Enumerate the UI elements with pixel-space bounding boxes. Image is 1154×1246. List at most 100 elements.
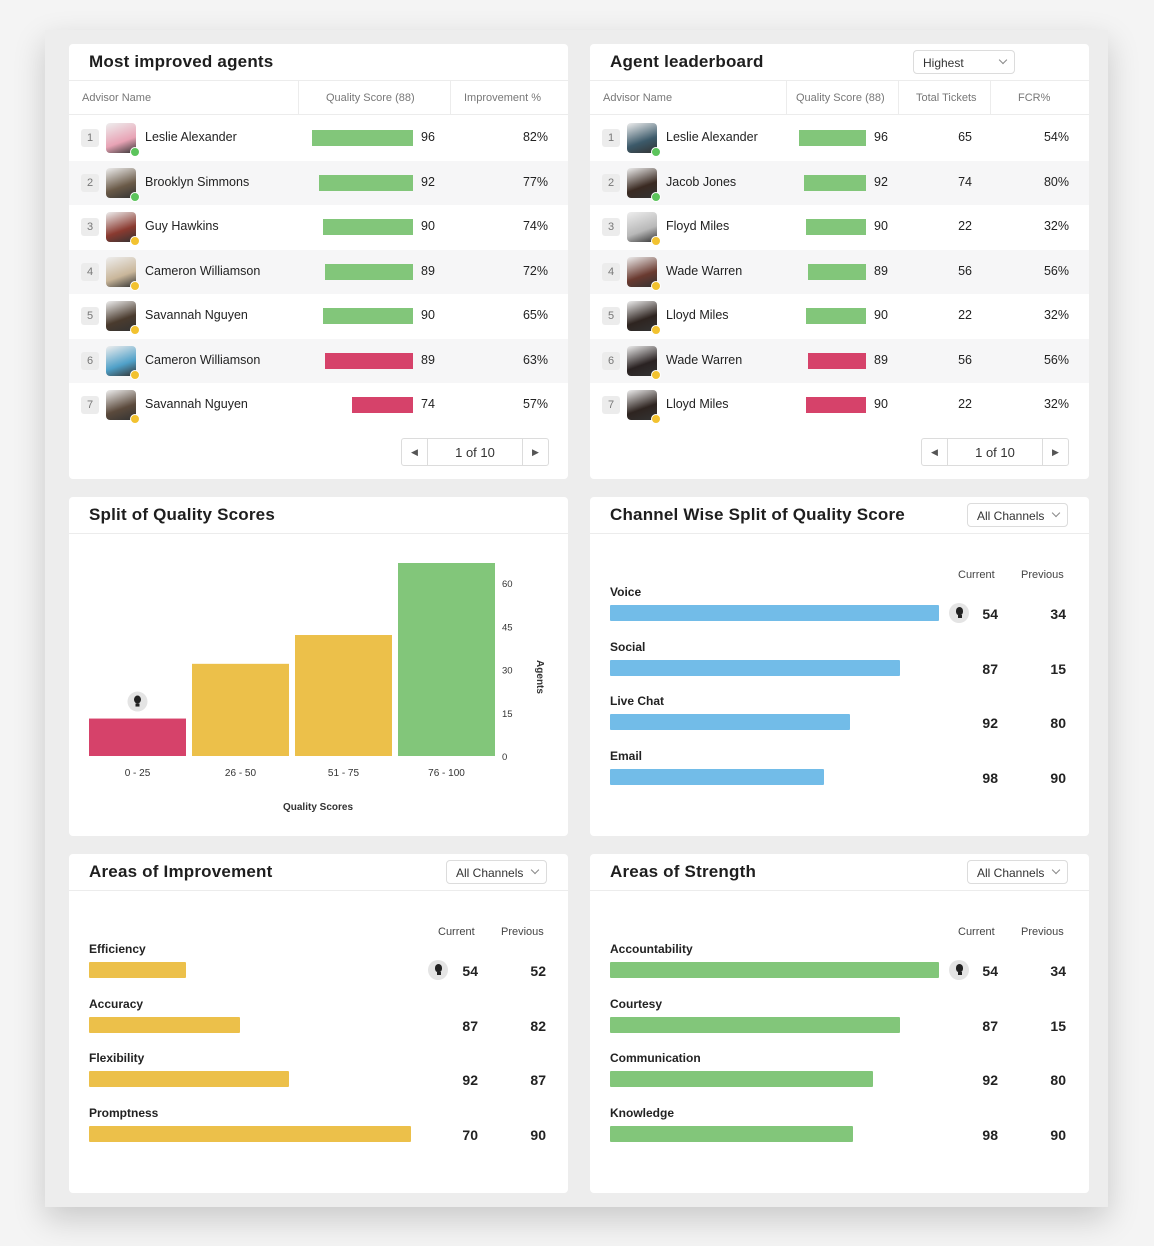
lightbulb-icon[interactable] xyxy=(428,960,448,980)
table-row[interactable]: 3 Floyd Miles 90 22 32% xyxy=(590,205,1089,249)
chart-bar[interactable] xyxy=(295,635,392,756)
current-value: 92 xyxy=(982,715,998,731)
agent-name[interactable]: Brooklyn Simmons xyxy=(145,174,250,189)
next-page-button[interactable]: ▶ xyxy=(522,439,548,465)
table-row[interactable]: 5 Lloyd Miles 90 22 32% xyxy=(590,294,1089,338)
metric-bar[interactable] xyxy=(89,1071,289,1087)
card-header: Channel Wise Split of Quality Score All … xyxy=(590,497,1089,534)
chevron-down-icon xyxy=(530,865,540,875)
prev-page-button[interactable]: ◀ xyxy=(922,439,948,465)
channel-filter-dropdown[interactable]: All Channels xyxy=(967,503,1068,527)
chart-bar[interactable] xyxy=(398,563,495,756)
column-header-name[interactable]: Advisor Name xyxy=(82,92,152,104)
improvement-value: 72% xyxy=(522,263,548,278)
agent-name[interactable]: Wade Warren xyxy=(666,352,743,367)
table-row[interactable]: 1 Leslie Alexander 96 65 54% xyxy=(590,116,1089,160)
x-tick-label: 51 - 75 xyxy=(328,768,360,779)
agent-name[interactable]: Cameron Williamson xyxy=(145,352,261,367)
table-row[interactable]: 7 Lloyd Miles 90 22 32% xyxy=(590,383,1089,427)
table-row[interactable]: 1 Leslie Alexander 96 82% xyxy=(69,116,568,160)
table-row[interactable]: 3 Guy Hawkins 90 74% xyxy=(69,205,568,249)
prev-page-button[interactable]: ◀ xyxy=(402,439,428,465)
column-header-improvement[interactable]: Improvement % xyxy=(464,92,542,104)
x-tick-label: 76 - 100 xyxy=(428,768,465,779)
y-tick-label: 0 xyxy=(502,752,507,763)
column-header-fcr[interactable]: FCR% xyxy=(1018,92,1051,104)
rank-badge: 4 xyxy=(81,262,99,281)
metric-bar[interactable] xyxy=(89,1016,240,1033)
table-row[interactable]: 4 Wade Warren 89 56 56% xyxy=(590,249,1089,294)
current-column-header: Current xyxy=(438,926,475,938)
metric-bar[interactable] xyxy=(610,659,900,676)
table-row[interactable]: 5 Savannah Nguyen 90 65% xyxy=(69,294,568,338)
table-row[interactable]: 7 Savannah Nguyen 74 57% xyxy=(69,383,568,427)
quality-score-value: 89 xyxy=(874,263,888,278)
agent-name[interactable]: Leslie Alexander xyxy=(145,130,237,144)
card-title: Split of Quality Scores xyxy=(89,505,275,524)
agent-name[interactable]: Leslie Alexander xyxy=(666,130,758,144)
table-row[interactable]: 2 Brooklyn Simmons 92 77% xyxy=(69,160,568,205)
quality-score-bar xyxy=(799,130,866,146)
card-title: Areas of Strength xyxy=(610,862,757,881)
improvement-value: 63% xyxy=(522,352,548,367)
y-tick-label: 60 xyxy=(502,579,513,590)
chart-bar[interactable] xyxy=(89,718,186,756)
metric-bar[interactable] xyxy=(89,962,186,978)
split-quality-scores-card: Split of Quality Scores 0 - 25 26 - 50 51 … xyxy=(69,497,568,836)
quality-score-value: 96 xyxy=(874,130,888,144)
previous-value: 90 xyxy=(1050,769,1066,786)
channel-filter-dropdown[interactable]: All Channels xyxy=(967,860,1068,884)
table-row[interactable]: 6 Wade Warren 89 56 56% xyxy=(590,338,1089,383)
agent-name[interactable]: Cameron Williamson xyxy=(145,263,261,278)
table-row[interactable]: 2 Jacob Jones 92 74 80% xyxy=(590,160,1089,205)
metric-bar[interactable] xyxy=(610,714,850,730)
metric-label: Social xyxy=(610,639,646,654)
quality-score-value: 92 xyxy=(874,174,888,189)
card-header: Agent leaderboard Highest xyxy=(590,44,1089,81)
metric-bar[interactable] xyxy=(610,768,824,785)
metric-bar[interactable] xyxy=(610,1125,853,1142)
metric-bar[interactable] xyxy=(610,962,939,978)
status-indicator xyxy=(130,191,140,202)
current-value: 54 xyxy=(982,606,998,622)
lightbulb-icon[interactable] xyxy=(949,960,969,980)
pagination: ◀ 1 of 10 ▶ xyxy=(921,438,1069,466)
lightbulb-icon[interactable] xyxy=(949,603,969,623)
areas-of-improvement-card: Areas of Improvement All Channels Curren… xyxy=(69,854,568,1193)
quality-score-bar xyxy=(804,174,866,191)
sort-dropdown-value: Highest xyxy=(923,56,964,70)
rank-badge: 7 xyxy=(602,396,620,414)
agent-name[interactable]: Guy Hawkins xyxy=(145,219,219,233)
agent-name[interactable]: Floyd Miles xyxy=(666,219,730,233)
agent-name[interactable]: Lloyd Miles xyxy=(666,397,729,411)
metric-bar[interactable] xyxy=(610,1071,873,1087)
metric-label: Accuracy xyxy=(89,996,144,1011)
improvement-value: 74% xyxy=(522,219,548,233)
table-row[interactable]: 4 Cameron Williamson 89 72% xyxy=(69,249,568,294)
channel-filter-dropdown[interactable]: All Channels xyxy=(446,860,547,884)
lightbulb-icon[interactable] xyxy=(127,691,148,712)
column-header-score[interactable]: Quality Score (88) xyxy=(796,92,885,104)
table-row[interactable]: 6 Cameron Williamson 89 63% xyxy=(69,338,568,383)
sort-dropdown[interactable]: Highest xyxy=(913,50,1015,74)
rank-badge: 2 xyxy=(602,173,620,192)
agent-name[interactable]: Lloyd Miles xyxy=(666,308,729,322)
status-indicator xyxy=(651,280,661,291)
table-header: Advisor Name Quality Score (88) Improvem… xyxy=(69,81,568,115)
y-axis-label: Agents xyxy=(534,660,545,694)
column-header-tickets[interactable]: Total Tickets xyxy=(916,92,977,104)
metric-label: Accountability xyxy=(610,942,693,956)
agent-name[interactable]: Savannah Nguyen xyxy=(145,308,248,322)
chart-bar[interactable] xyxy=(192,663,289,756)
metric-bar[interactable] xyxy=(89,1125,411,1142)
current-value: 87 xyxy=(462,1017,478,1034)
quality-score-value: 90 xyxy=(874,397,888,411)
metric-bar[interactable] xyxy=(610,605,939,621)
metric-bar[interactable] xyxy=(610,1016,900,1033)
agent-name[interactable]: Jacob Jones xyxy=(666,174,737,189)
column-header-score[interactable]: Quality Score (88) xyxy=(326,92,415,104)
next-page-button[interactable]: ▶ xyxy=(1042,439,1068,465)
column-header-name[interactable]: Advisor Name xyxy=(603,92,673,104)
agent-name[interactable]: Wade Warren xyxy=(666,263,743,278)
agent-name[interactable]: Savannah Nguyen xyxy=(145,397,248,411)
